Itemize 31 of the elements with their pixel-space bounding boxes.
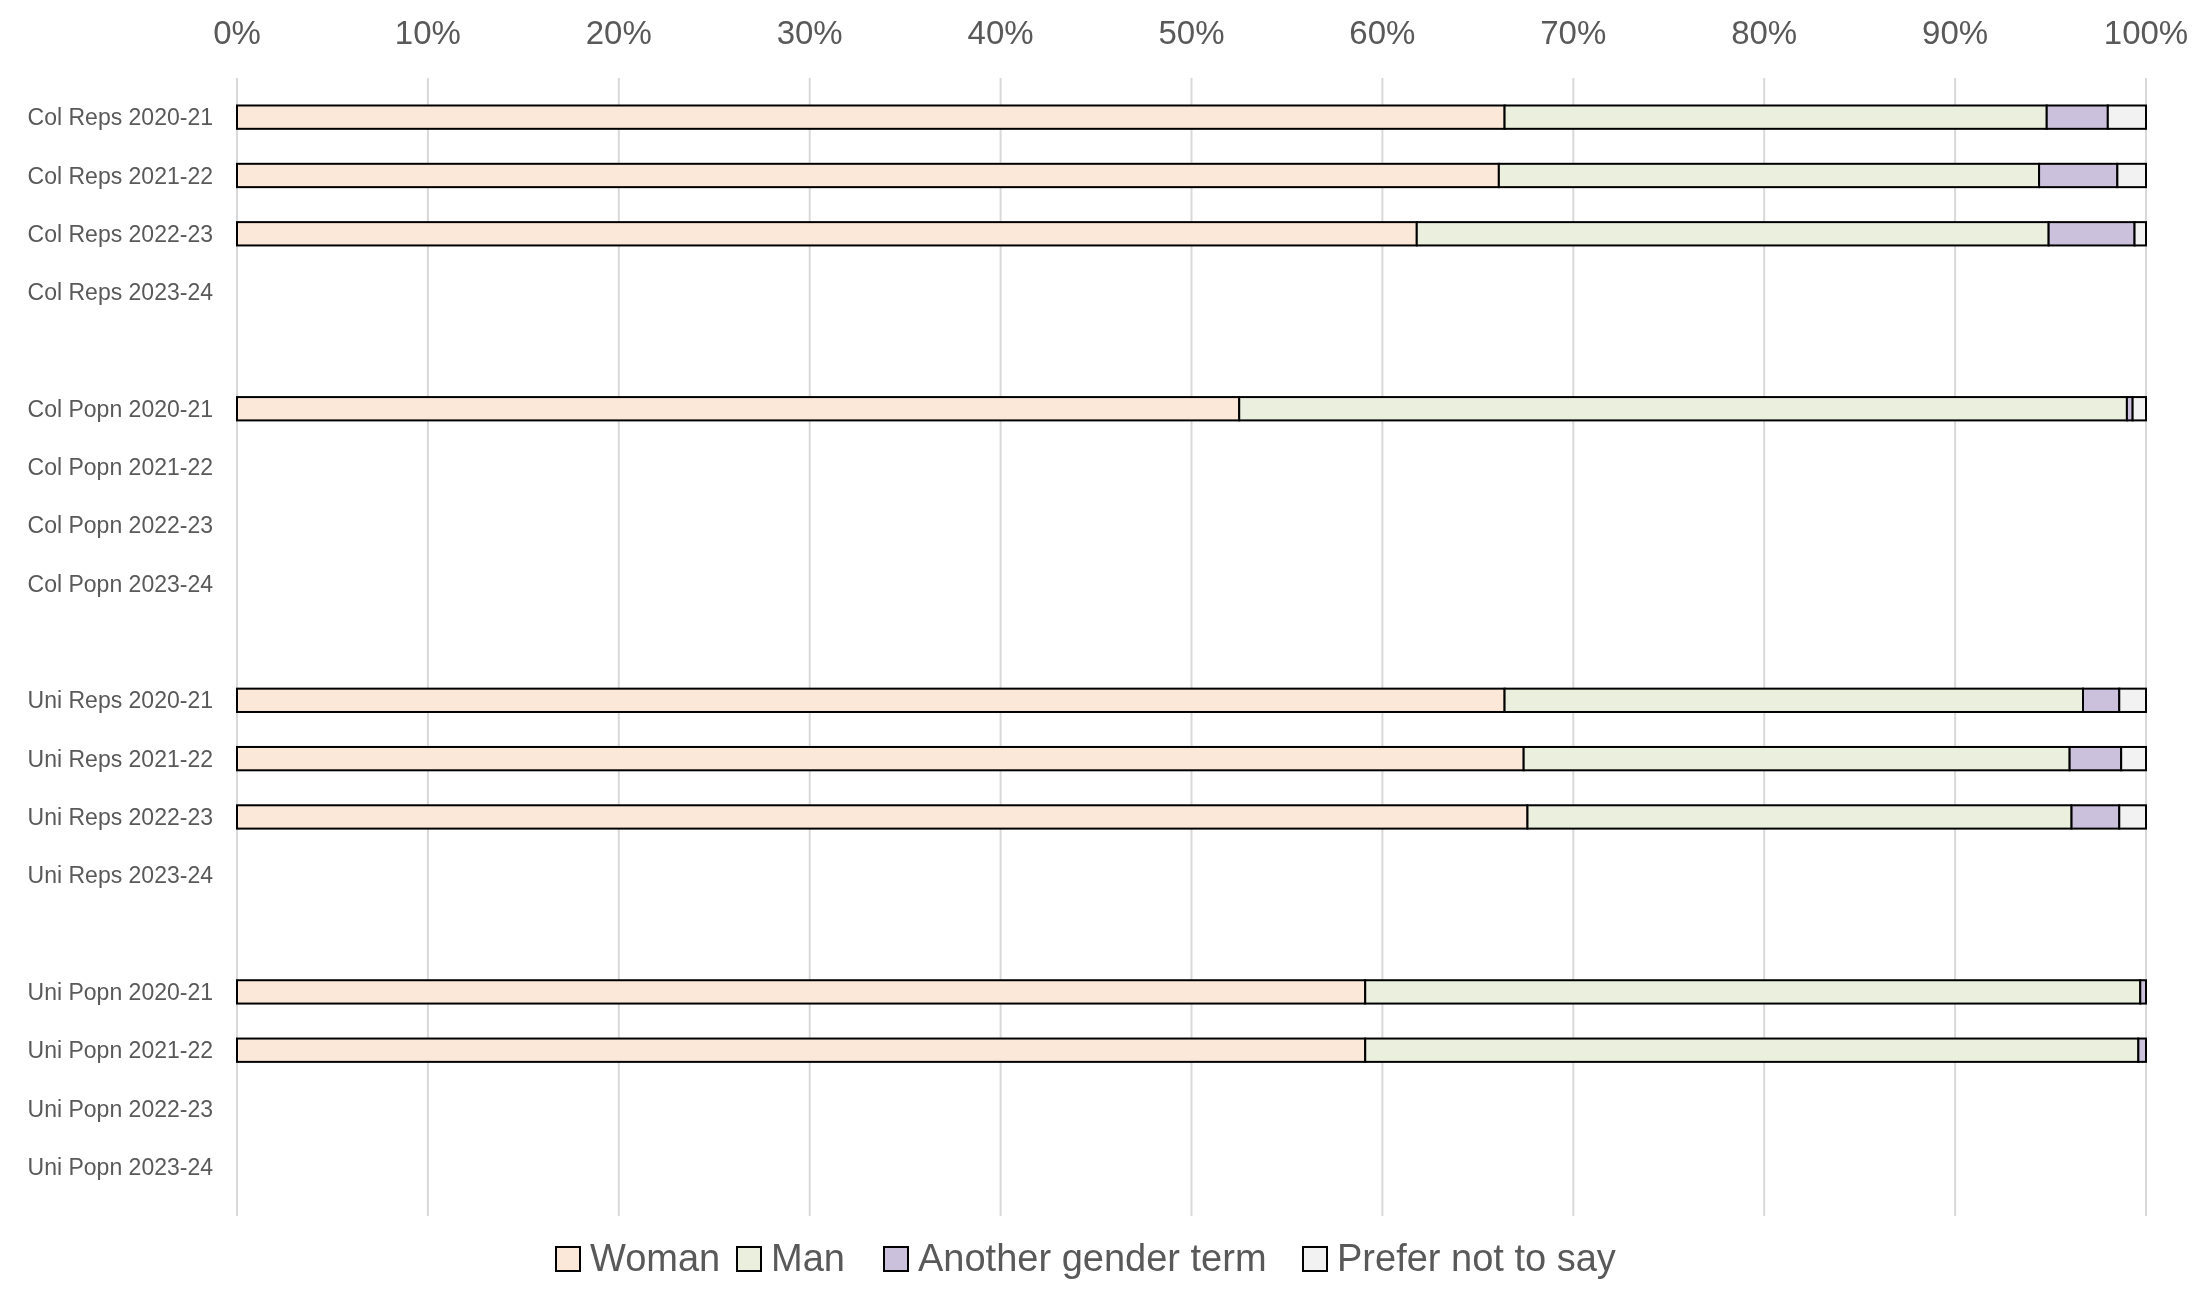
x-tick-label: 90% <box>1922 14 1989 51</box>
x-tick-label: 40% <box>967 14 1034 51</box>
y-tick-label: Uni Popn 2022-23 <box>27 1095 213 1122</box>
x-tick-label: 10% <box>394 14 461 51</box>
y-tick-label: Col Popn 2022-23 <box>27 512 213 539</box>
legend-label: Prefer not to say <box>1337 1237 1616 1279</box>
x-tick-label: 50% <box>1158 14 1225 51</box>
x-tick-label: 20% <box>585 14 652 51</box>
legend-label: Another gender term <box>918 1237 1267 1279</box>
y-tick-label: Uni Reps 2022-23 <box>27 804 213 830</box>
y-tick-label: Uni Reps 2020-21 <box>27 687 213 714</box>
legend-label: Man <box>771 1237 845 1279</box>
y-tick-label: Col Popn 2020-21 <box>27 395 213 422</box>
y-tick-label: Uni Reps 2021-22 <box>27 745 213 772</box>
x-tick-label: 80% <box>1731 14 1798 51</box>
x-tick-label: 30% <box>776 14 843 51</box>
y-tick-label: Uni Popn 2020-21 <box>27 978 213 1005</box>
y-tick-label: Uni Popn 2021-22 <box>27 1037 213 1064</box>
y-tick-label: Uni Popn 2023-24 <box>27 1153 214 1180</box>
x-tick-label: 100% <box>2103 14 2189 51</box>
y-tick-label: Col Popn 2023-24 <box>27 570 214 597</box>
y-tick-label: Col Reps 2023-24 <box>27 279 214 306</box>
x-tick-label: 70% <box>1540 14 1607 51</box>
y-tick-label: Col Reps 2022-23 <box>27 220 213 247</box>
x-tick-label: 60% <box>1349 14 1416 51</box>
y-tick-label: Col Popn 2021-22 <box>27 454 213 481</box>
y-tick-label: Uni Reps 2023-24 <box>27 862 214 889</box>
legend-label: Woman <box>590 1237 721 1279</box>
x-tick-label: 0% <box>213 14 261 51</box>
y-tick-label: Col Reps 2021-22 <box>27 162 213 189</box>
y-tick-label: Col Reps 2020-21 <box>27 104 213 131</box>
